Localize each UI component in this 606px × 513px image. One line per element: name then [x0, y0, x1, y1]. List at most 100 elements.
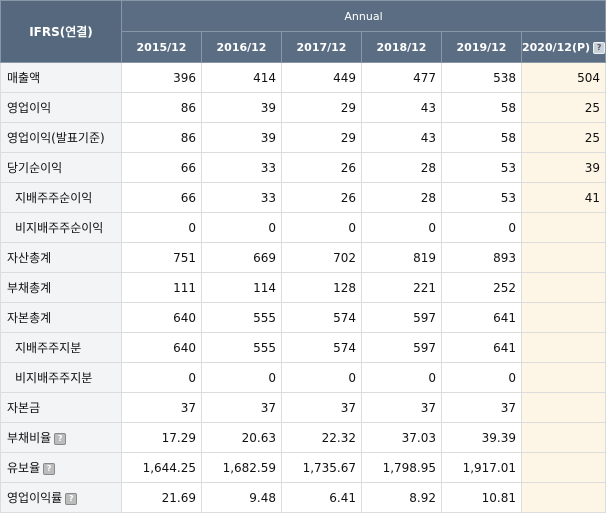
estimate-cell — [520, 242, 606, 273]
help-icon[interactable]: ? — [54, 432, 67, 445]
value-cell: 28 — [361, 152, 442, 183]
year-header: 2016/12 — [201, 31, 282, 63]
value-cell: 10.81 — [441, 482, 522, 513]
year-header: 2018/12 — [361, 31, 442, 63]
value-cell: 1,682.59 — [201, 452, 282, 483]
value-cell: 819 — [361, 242, 442, 273]
row-label-text: 영업이익률 — [7, 491, 63, 505]
value-cell: 66 — [121, 182, 202, 213]
value-cell: 0 — [361, 212, 442, 243]
value-cell: 37 — [361, 392, 442, 423]
year-header: 2017/12 — [281, 31, 362, 63]
table-row: 영업이익 86 39 29 43 58 25 — [0, 92, 606, 123]
row-label-text: 자산총계 — [7, 251, 52, 265]
table-row: 비지배주주지분 0 0 0 0 0 — [0, 362, 606, 393]
help-icon[interactable]: ? — [65, 492, 78, 505]
value-cell: 37.03 — [361, 422, 442, 453]
row-label[interactable]: 매출액 — [0, 62, 122, 93]
value-cell: 0 — [281, 212, 362, 243]
value-cell: 43 — [361, 92, 442, 123]
value-cell: 0 — [121, 362, 202, 393]
value-cell: 111 — [121, 272, 202, 303]
value-cell: 33 — [201, 182, 282, 213]
value-cell: 26 — [281, 182, 362, 213]
estimate-cell: 504 — [520, 62, 606, 93]
estimate-cell — [520, 482, 606, 513]
accounting-standard-header: IFRS(연결) — [0, 0, 122, 63]
estimate-cell — [520, 452, 606, 483]
table-row: 부채비율? 17.29 20.63 22.32 37.03 39.39 — [0, 422, 606, 453]
estimate-cell: 25 — [520, 122, 606, 153]
value-cell: 751 — [121, 242, 202, 273]
estimate-year-label: 2020/12(P) — [522, 40, 591, 54]
table-row: 유보율? 1,644.25 1,682.59 1,735.67 1,798.95 1,91… — [0, 452, 606, 483]
value-cell: 0 — [281, 362, 362, 393]
help-icon[interactable]: ? — [43, 462, 56, 475]
row-label[interactable]: 자본금 — [0, 392, 122, 423]
value-cell: 43 — [361, 122, 442, 153]
value-cell: 0 — [361, 362, 442, 393]
row-label-text: 비지배주주순이익 — [15, 221, 104, 235]
row-label: 부채비율? — [0, 422, 122, 453]
value-cell: 555 — [201, 302, 282, 333]
value-cell: 0 — [441, 362, 522, 393]
row-label[interactable]: 비지배주주지분 — [0, 362, 122, 393]
value-cell: 33 — [201, 152, 282, 183]
row-label[interactable]: 지배주주지분 — [0, 332, 122, 363]
value-cell: 1,917.01 — [441, 452, 522, 483]
value-cell: 86 — [121, 92, 202, 123]
table-row: 영업이익률? 21.69 9.48 6.41 8.92 10.81 — [0, 482, 606, 513]
value-cell: 8.92 — [361, 482, 442, 513]
estimate-cell — [520, 422, 606, 453]
row-label[interactable]: 부채총계 — [0, 272, 122, 303]
row-label-text: 유보율 — [7, 461, 41, 475]
row-label-text: 비지배주주지분 — [15, 371, 93, 385]
row-label-text: 지배주주지분 — [15, 341, 82, 355]
row-label[interactable]: 지배주주순이익 — [0, 182, 122, 213]
help-icon[interactable]: ? — [593, 41, 606, 54]
value-cell: 29 — [281, 92, 362, 123]
row-label[interactable]: 비지배주주순이익 — [0, 212, 122, 243]
row-label-text: 부채비율 — [7, 431, 52, 445]
value-cell: 53 — [441, 152, 522, 183]
row-label-text: 영업이익(발표기준) — [7, 131, 105, 145]
row-label[interactable]: 영업이익(발표기준) — [0, 122, 122, 153]
value-cell: 396 — [121, 62, 202, 93]
value-cell: 640 — [121, 302, 202, 333]
value-cell: 0 — [441, 212, 522, 243]
row-label[interactable]: 자산총계 — [0, 242, 122, 273]
value-cell: 669 — [201, 242, 282, 273]
value-cell: 574 — [281, 302, 362, 333]
table-row: 당기순이익 66 33 26 28 53 39 — [0, 152, 606, 183]
row-label[interactable]: 당기순이익 — [0, 152, 122, 183]
value-cell: 26 — [281, 152, 362, 183]
value-cell: 37 — [441, 392, 522, 423]
estimate-year-header: 2020/12(P)? — [520, 31, 606, 63]
value-cell: 477 — [361, 62, 442, 93]
value-cell: 221 — [361, 272, 442, 303]
row-label[interactable]: 영업이익 — [0, 92, 122, 123]
value-cell: 128 — [281, 272, 362, 303]
value-cell: 39 — [201, 122, 282, 153]
table-row: 부채총계 111 114 128 221 252 — [0, 272, 606, 303]
value-cell: 1,798.95 — [361, 452, 442, 483]
row-label: 영업이익률? — [0, 482, 122, 513]
row-label-text: 자본총계 — [7, 311, 52, 325]
value-cell: 28 — [361, 182, 442, 213]
table-row: 영업이익(발표기준) 86 39 29 43 58 25 — [0, 122, 606, 153]
value-cell: 1,644.25 — [121, 452, 202, 483]
year-header: 2015/12 — [121, 31, 202, 63]
value-cell: 0 — [201, 212, 282, 243]
row-label-text: 매출액 — [7, 71, 41, 85]
value-cell: 538 — [441, 62, 522, 93]
value-cell: 37 — [281, 392, 362, 423]
estimate-cell: 25 — [520, 92, 606, 123]
estimate-cell — [520, 332, 606, 363]
value-cell: 39.39 — [441, 422, 522, 453]
year-header: 2019/12 — [441, 31, 522, 63]
row-label[interactable]: 자본총계 — [0, 302, 122, 333]
row-label-text: 자본금 — [7, 401, 41, 415]
row-label: 유보율? — [0, 452, 122, 483]
row-label-text: 부채총계 — [7, 281, 52, 295]
row-label-text: 영업이익 — [7, 101, 52, 115]
